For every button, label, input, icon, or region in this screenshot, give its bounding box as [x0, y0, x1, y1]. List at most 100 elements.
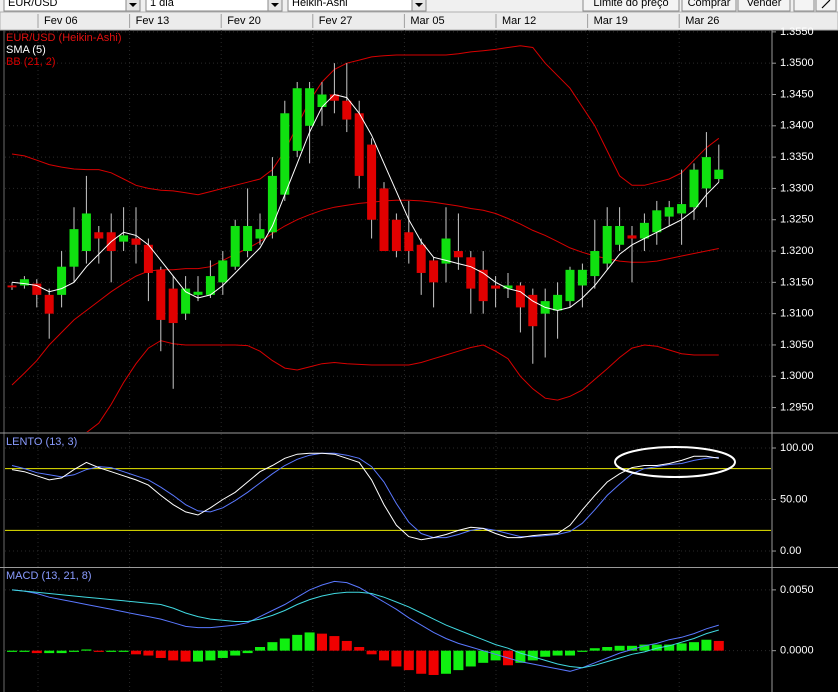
- candle-body: [19, 279, 29, 286]
- y-tick-label: 1.3000: [780, 370, 814, 382]
- candle-body: [44, 294, 54, 314]
- candle-body: [379, 188, 389, 252]
- histogram-bar: [69, 650, 79, 652]
- candle-body: [69, 229, 79, 267]
- button-label: Comprar: [688, 0, 731, 9]
- histogram-bar: [242, 650, 253, 654]
- histogram-bar: [341, 640, 352, 651]
- symbol-label: EUR/USD: [8, 0, 58, 9]
- histogram-bar: [651, 644, 662, 651]
- histogram-bar: [627, 645, 637, 651]
- histogram-bar: [329, 636, 340, 651]
- candle-body: [168, 288, 178, 324]
- bollinger-lower: [86, 340, 719, 432]
- sell-button[interactable]: Vender: [737, 0, 791, 12]
- candle-body: [94, 232, 104, 239]
- button-label: Vender: [747, 0, 782, 9]
- style-label: Heikin-Ashi: [292, 0, 348, 9]
- candle-body: [193, 291, 203, 295]
- style-select[interactable]: Heikin-Ashi: [287, 0, 427, 12]
- y-tick-label: 1.3550: [780, 26, 814, 38]
- candle-body: [342, 100, 352, 120]
- histogram-bar: [155, 650, 166, 658]
- histogram-bar: [131, 650, 141, 655]
- y-tick-label: 1.3400: [780, 120, 814, 132]
- histogram-bar: [317, 633, 327, 651]
- histogram-bar: [465, 650, 476, 667]
- candle-body: [466, 257, 476, 289]
- histogram-bar: [689, 642, 699, 651]
- histogram-bar: [552, 650, 563, 656]
- interval-label: 1 dia: [150, 0, 175, 9]
- candle-body: [7, 285, 17, 288]
- bollinger-upper: [11, 45, 720, 196]
- date-label: Fev 06: [44, 15, 78, 27]
- candle-body: [652, 210, 662, 233]
- tool-button[interactable]: [793, 0, 815, 12]
- candle-body: [503, 285, 513, 289]
- y-tick-label: 1.3350: [780, 151, 814, 163]
- candle-body: [255, 229, 265, 239]
- histogram-bar: [602, 647, 613, 651]
- histogram-bar: [292, 634, 303, 651]
- histogram-bar: [527, 650, 538, 661]
- candle-body: [491, 285, 501, 289]
- interval-select[interactable]: 1 dia: [145, 0, 283, 12]
- legend-entry: SMA (5): [6, 44, 46, 56]
- candle-body: [367, 144, 377, 220]
- histogram-bar: [403, 650, 414, 671]
- macd-line: [11, 589, 719, 669]
- candle-body: [441, 238, 451, 264]
- panel: [5, 580, 771, 675]
- histogram-bar: [701, 639, 712, 651]
- oscillator-line: [11, 452, 719, 539]
- date-label: Fev 13: [136, 15, 170, 27]
- buy-button[interactable]: Comprar: [681, 0, 737, 12]
- date-label: Fev 20: [227, 15, 261, 27]
- candle-body: [639, 222, 649, 239]
- bollinger-middle: [11, 199, 719, 386]
- limit-button[interactable]: Limite do preço: [582, 0, 680, 12]
- candle-body: [143, 244, 153, 273]
- y-tick-label: 50.00: [780, 493, 808, 505]
- highlight-ellipse: [614, 446, 736, 478]
- candle-body: [181, 288, 191, 314]
- candle-body: [354, 113, 364, 176]
- date-label: Mar 26: [685, 15, 719, 27]
- candle-body: [590, 251, 600, 277]
- tool-button[interactable]: [815, 0, 837, 12]
- histogram-bar: [106, 650, 117, 652]
- histogram-bar: [366, 650, 377, 655]
- candle-body: [243, 225, 253, 252]
- histogram-bar: [441, 650, 451, 674]
- symbol-select[interactable]: EUR/USD: [3, 0, 141, 12]
- histogram-bar: [81, 649, 92, 651]
- y-tick-label: 0.00: [780, 545, 801, 557]
- candle-body: [664, 207, 674, 217]
- panel-title: MACD (13, 21, 8): [6, 570, 92, 582]
- histogram-bar: [267, 642, 278, 651]
- y-tick-label: 100.00: [780, 442, 814, 454]
- panel-title: EUR/USD (Heikin-Ashi): [6, 32, 122, 44]
- candle-body: [714, 169, 724, 180]
- y-tick-label: 1.2950: [780, 401, 814, 413]
- candle-body: [553, 294, 563, 311]
- sma-line: [11, 93, 720, 312]
- plot-layer: 1.3550 1.3500 1.3450 1.3400 1.3350 1.3300 1.32…: [5, 26, 814, 692]
- candle-body: [515, 285, 525, 308]
- histogram-bar: [279, 638, 290, 651]
- histogram-bar: [453, 650, 464, 671]
- y-tick-label: 1.3500: [780, 57, 814, 69]
- y-tick-label: 0.0050: [780, 584, 814, 596]
- histogram-bar: [589, 648, 600, 651]
- candle-body: [689, 169, 699, 208]
- candle-body: [292, 88, 302, 151]
- candle-body: [416, 244, 426, 273]
- candle-body: [565, 269, 575, 302]
- histogram-bar: [180, 650, 191, 662]
- histogram-bar: [19, 650, 30, 652]
- draw-icon: [821, 0, 831, 9]
- candle-body: [57, 266, 67, 295]
- y-tick-label: 1.3150: [780, 276, 814, 288]
